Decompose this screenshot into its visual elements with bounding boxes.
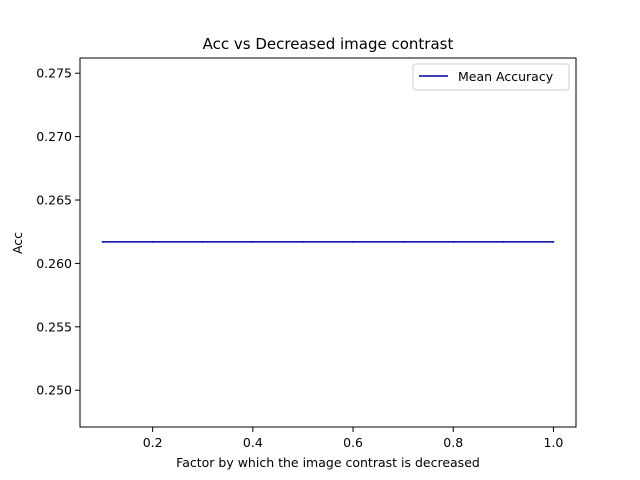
data-point [151, 240, 154, 243]
x-tick-label: 0.4 [243, 435, 263, 450]
y-tick-label: 0.270 [36, 129, 72, 144]
y-tick-label: 0.265 [36, 193, 72, 208]
legend: Mean Accuracy [412, 63, 570, 91]
data-point [251, 240, 254, 243]
x-tick-label: 1.0 [544, 435, 564, 450]
data-point [452, 240, 455, 243]
plot-area [79, 57, 577, 428]
y-tick-label: 0.255 [36, 319, 72, 334]
chart-title: Acc vs Decreased image contrast [203, 35, 454, 53]
y-tick-label: 0.260 [36, 256, 72, 271]
data-point [552, 240, 555, 243]
data-point [402, 240, 405, 243]
data-point [502, 240, 505, 243]
legend-frame [412, 63, 570, 91]
y-tick-label: 0.275 [36, 66, 72, 81]
x-tick-label: 0.6 [343, 435, 363, 450]
y-axis-label: Acc [10, 232, 25, 254]
data-point [201, 240, 204, 243]
data-point [302, 240, 304, 243]
data-point [352, 240, 354, 243]
x-tick-label: 0.8 [443, 435, 463, 450]
axes-frame [79, 57, 577, 428]
x-axis-label: Factor by which the image contrast is de… [176, 455, 480, 470]
x-tick-label: 0.2 [143, 435, 163, 450]
y-axis: 0.250 0.255 0.260 0.265 0.270 0.275 [36, 66, 80, 398]
y-tick-label: 0.250 [36, 383, 72, 398]
x-axis: 0.2 0.4 0.6 0.8 1.0 [143, 427, 564, 450]
series-layer [101, 240, 555, 243]
data-point [101, 240, 104, 243]
legend-label: Mean Accuracy [458, 69, 554, 84]
